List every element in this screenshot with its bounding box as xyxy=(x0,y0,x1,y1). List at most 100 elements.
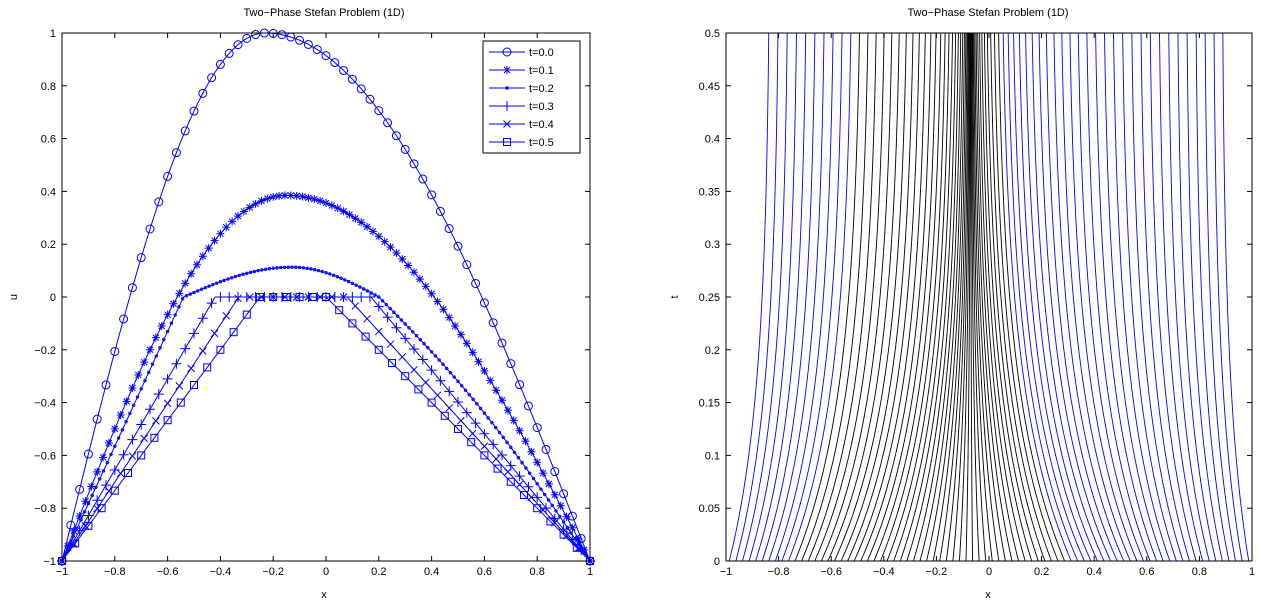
data-point xyxy=(233,274,238,279)
trajectory-line xyxy=(1031,32,1105,562)
y-tick-label: 0.8 xyxy=(41,81,56,93)
data-point xyxy=(145,224,155,234)
data-point xyxy=(451,321,460,330)
right-chart-marks xyxy=(728,32,1250,562)
data-point xyxy=(444,366,449,371)
trajectory-line xyxy=(971,32,987,562)
data-point xyxy=(386,340,395,349)
data-point xyxy=(531,476,536,481)
data-point xyxy=(448,371,453,375)
data-point xyxy=(497,430,502,435)
y-tick-label: 0.2 xyxy=(705,345,720,357)
data-point xyxy=(382,312,393,323)
trajectory-line xyxy=(893,32,953,562)
data-point xyxy=(363,314,371,323)
data-point xyxy=(297,265,302,270)
data-point xyxy=(245,293,254,301)
data-point xyxy=(120,428,125,432)
series-t=0.3 xyxy=(57,292,595,566)
trajectory-line xyxy=(1195,32,1230,562)
data-point xyxy=(388,306,392,311)
data-point xyxy=(562,512,571,521)
data-point xyxy=(304,193,313,202)
data-point xyxy=(523,401,533,411)
data-point xyxy=(228,217,237,226)
x-tick-label: −0.6 xyxy=(820,566,842,578)
data-point xyxy=(576,545,587,556)
data-point xyxy=(433,297,442,306)
data-point xyxy=(475,402,479,406)
right-x-ticks: −1 −0.8 −0.6 −0.4 −0.2 0 0.2 0.4 0.6 0.8 1 xyxy=(720,33,1255,578)
data-point xyxy=(454,425,462,433)
data-point xyxy=(462,260,472,270)
data-point xyxy=(339,65,349,75)
data-point xyxy=(136,419,147,430)
data-point xyxy=(574,534,583,543)
data-point xyxy=(175,382,184,390)
data-point xyxy=(310,195,319,204)
data-point xyxy=(180,296,185,301)
data-point xyxy=(486,416,490,420)
data-point xyxy=(282,265,287,270)
data-point xyxy=(452,375,456,379)
data-point xyxy=(383,118,393,128)
trajectory-line xyxy=(1168,32,1210,562)
data-point xyxy=(211,282,215,287)
data-point xyxy=(169,321,174,325)
data-point xyxy=(561,520,566,524)
data-point xyxy=(147,370,151,375)
y-tick-label: 0.3 xyxy=(705,239,720,251)
x-tick-label: −1 xyxy=(720,566,733,578)
data-point xyxy=(81,522,90,530)
data-point xyxy=(252,269,257,274)
data-point xyxy=(207,73,217,83)
data-point xyxy=(66,520,76,530)
data-point xyxy=(303,39,313,49)
legend-entry: t=0.5 xyxy=(529,137,554,149)
data-point xyxy=(386,243,395,252)
series-line xyxy=(61,296,591,562)
data-point xyxy=(90,493,94,498)
data-point xyxy=(256,293,264,301)
data-point xyxy=(468,348,477,357)
trajectory-line xyxy=(1007,32,1079,562)
data-point xyxy=(207,284,211,288)
data-point xyxy=(363,222,372,231)
trajectory-line xyxy=(1177,32,1217,562)
trajectory-line xyxy=(1018,32,1092,562)
data-point xyxy=(234,212,242,221)
data-point xyxy=(515,426,524,435)
series-line xyxy=(61,32,591,562)
data-point xyxy=(550,503,554,508)
data-point xyxy=(301,266,306,270)
data-point xyxy=(435,206,445,216)
trajectory-line xyxy=(972,32,993,562)
data-point xyxy=(520,461,524,465)
data-point xyxy=(171,358,182,369)
data-point xyxy=(210,236,219,245)
data-point xyxy=(215,59,225,69)
data-point xyxy=(572,543,581,552)
data-point xyxy=(190,381,198,389)
data-point xyxy=(535,482,539,486)
data-point xyxy=(373,293,377,297)
trajectory-line xyxy=(728,32,770,562)
trajectory-line xyxy=(853,32,926,562)
data-point xyxy=(333,204,342,213)
data-point xyxy=(151,333,160,342)
data-point xyxy=(154,197,164,207)
trajectory-line xyxy=(979,32,1026,562)
data-point xyxy=(271,266,275,270)
data-point xyxy=(196,289,200,293)
data-point xyxy=(316,196,325,205)
data-point xyxy=(422,341,426,346)
data-point xyxy=(404,261,413,270)
data-point xyxy=(187,269,196,278)
data-point xyxy=(414,334,419,338)
data-point xyxy=(104,439,113,448)
data-point xyxy=(75,526,79,530)
data-point xyxy=(290,265,294,269)
data-point xyxy=(97,504,106,513)
data-point xyxy=(356,292,367,302)
data-point xyxy=(503,66,511,74)
